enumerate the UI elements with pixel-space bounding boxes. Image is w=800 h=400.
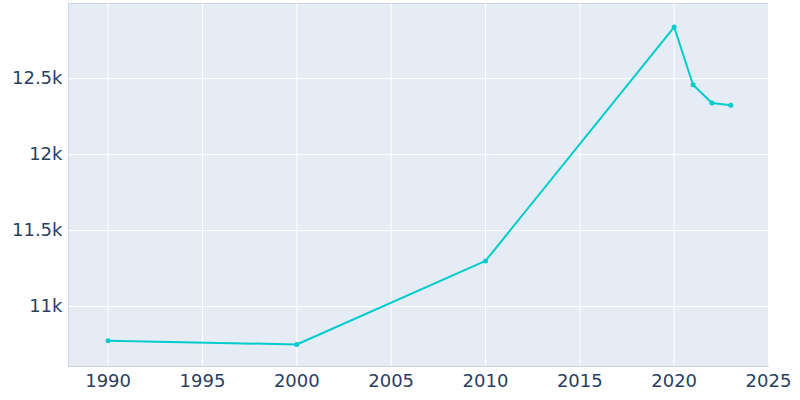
svg-text:2005: 2005 xyxy=(368,370,414,391)
svg-text:11k: 11k xyxy=(29,295,63,316)
svg-text:2020: 2020 xyxy=(651,370,697,391)
svg-text:11.5k: 11.5k xyxy=(12,219,63,240)
svg-text:2025: 2025 xyxy=(746,370,792,391)
svg-text:12.5k: 12.5k xyxy=(12,67,63,88)
svg-text:2010: 2010 xyxy=(463,370,509,391)
svg-text:1990: 1990 xyxy=(85,370,131,391)
svg-text:1995: 1995 xyxy=(180,370,226,391)
svg-text:2000: 2000 xyxy=(274,370,320,391)
svg-text:2015: 2015 xyxy=(557,370,603,391)
svg-text:12k: 12k xyxy=(29,143,63,164)
